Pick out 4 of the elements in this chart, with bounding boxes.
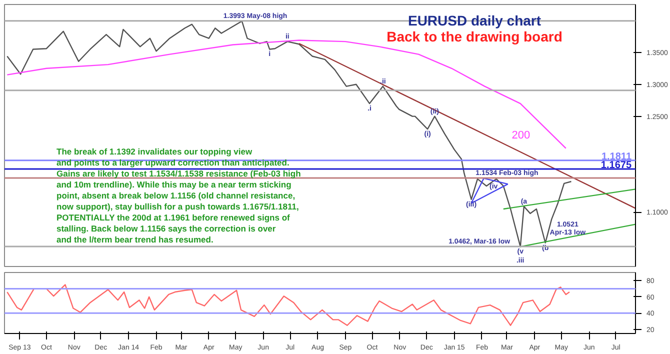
series-label: 200 (512, 129, 530, 142)
text: EURUSD daily chart (408, 12, 542, 28)
text: Back to the drawing board (386, 28, 562, 44)
ref-line-label: 1.1675 (600, 160, 632, 172)
